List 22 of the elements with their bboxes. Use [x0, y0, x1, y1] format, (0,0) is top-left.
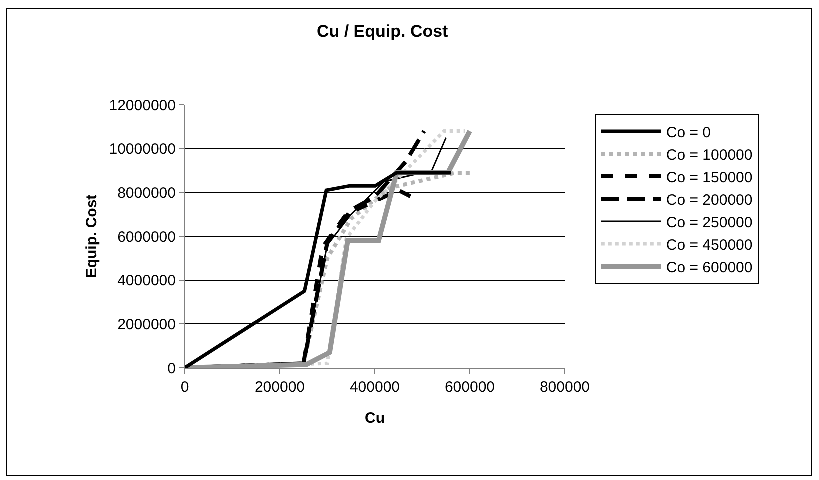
y-tick-label: 10000000 [109, 141, 176, 158]
y-tick-label: 12000000 [109, 97, 176, 114]
legend-label: Co = 0 [666, 124, 712, 142]
y-axis-title: Equip. Cost [84, 194, 100, 278]
x-tick-label: 200000 [254, 379, 306, 396]
y-tick-label: 6000000 [118, 228, 176, 246]
legend-label: Co = 250000 [666, 214, 753, 232]
x-tick-label: 600000 [444, 379, 496, 396]
legend-label: Co = 100000 [666, 146, 753, 164]
y-tick-label: 8000000 [118, 184, 176, 202]
y-tick-label: 0 [168, 360, 176, 378]
y-tick-label: 2000000 [118, 316, 176, 334]
x-tick-label: 800000 [540, 379, 590, 396]
x-tick-label: 400000 [350, 379, 400, 396]
x-axis-title: Cu [365, 410, 385, 427]
legend-label: Co = 150000 [666, 169, 753, 186]
chart-title: Cu / Equip. Cost [316, 22, 449, 42]
legend-label: Co = 450000 [666, 236, 753, 254]
legend-label: Co = 200000 [666, 192, 753, 209]
x-tick-label: 0 [180, 379, 190, 396]
y-tick-label: 4000000 [118, 272, 176, 290]
legend-label: Co = 600000 [666, 259, 753, 276]
